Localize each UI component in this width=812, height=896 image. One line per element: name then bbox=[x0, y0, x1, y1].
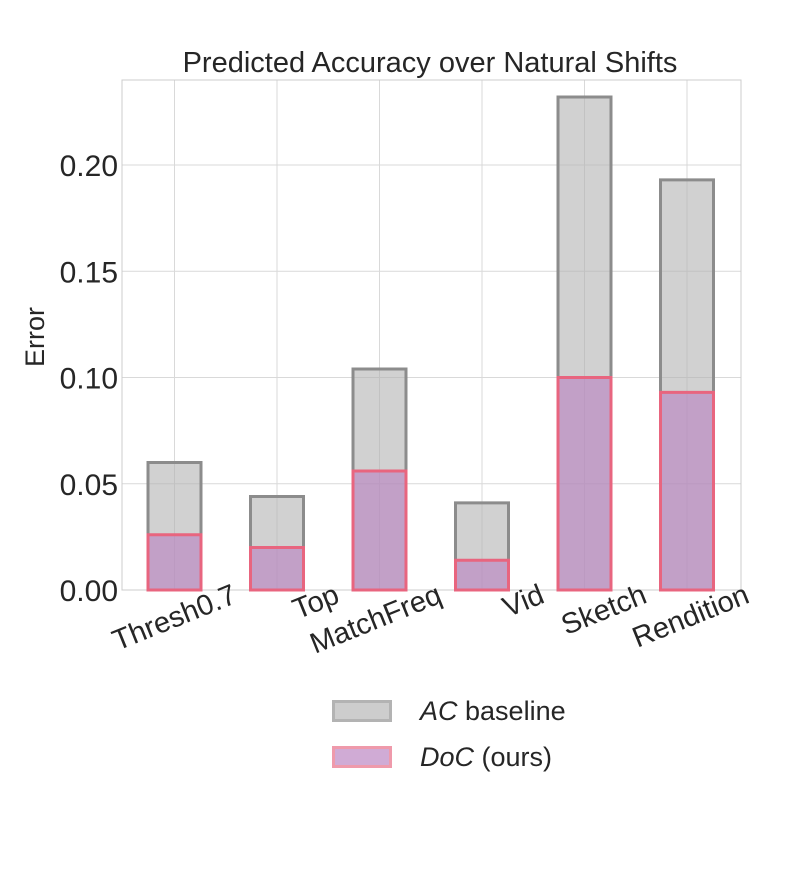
legend: AC baseline DoC (ours) bbox=[332, 688, 566, 780]
legend-swatch-ac bbox=[332, 700, 392, 722]
doc-bar bbox=[249, 546, 305, 592]
legend-label-doc: DoC (ours) bbox=[420, 741, 553, 772]
y-axis-label: Error bbox=[20, 307, 50, 367]
doc-bar bbox=[454, 558, 510, 592]
grid-lines bbox=[122, 80, 741, 591]
y-tick-label: 0.05 bbox=[60, 469, 118, 502]
doc-bar bbox=[351, 469, 408, 592]
y-tick-label: 0.15 bbox=[60, 256, 118, 289]
legend-entry-doc: DoC (ours) bbox=[332, 734, 566, 780]
plot-frame bbox=[121, 79, 742, 591]
legend-label-ac: AC baseline bbox=[420, 695, 566, 726]
legend-swatch-doc bbox=[332, 746, 392, 768]
doc-bar bbox=[556, 376, 613, 592]
y-tick-label: 0.20 bbox=[60, 150, 118, 183]
y-tick-label: 0.00 bbox=[60, 575, 118, 608]
y-tick-labels: 0.00 0.05 0.10 0.15 0.20 bbox=[60, 150, 118, 608]
chart-title: Predicted Accuracy over Natural Shifts bbox=[183, 47, 678, 79]
doc-bar bbox=[146, 533, 203, 592]
y-tick-label: 0.10 bbox=[60, 363, 118, 396]
legend-entry-ac: AC baseline bbox=[332, 688, 566, 734]
doc-bar bbox=[659, 390, 715, 592]
bars bbox=[146, 95, 715, 592]
